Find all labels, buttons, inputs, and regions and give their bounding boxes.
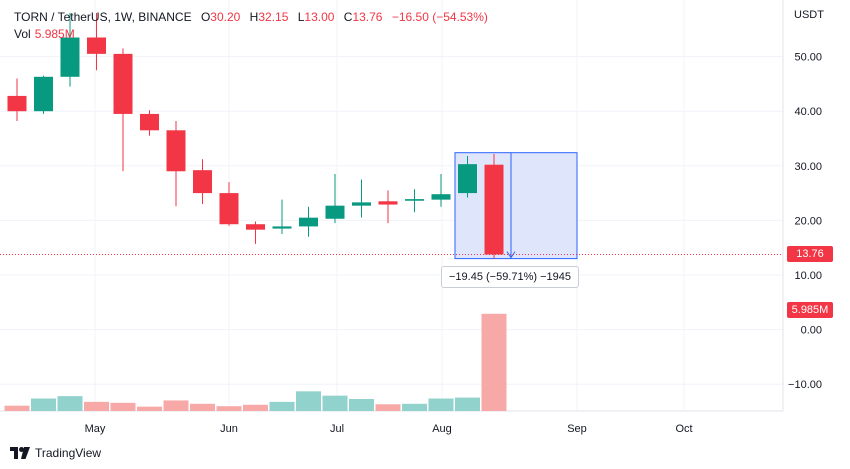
open-label: O [200,10,211,24]
volume-bar [296,391,321,411]
last-volume-badge: 5.985M [787,302,833,318]
ohlc-legend: TORN / TetherUS, 1W, BINANCE O30.20 H32.… [14,9,488,26]
measure-readout: −19.45 (−59.71%) −1945 [441,266,580,288]
open-value: 30.20 [210,10,241,24]
volume-bar [455,397,480,411]
volume-bar [322,395,348,411]
volume-bar [110,402,136,411]
volume-bar [57,396,83,411]
tradingview-logo-text: TradingView [35,446,102,460]
volume-bar [243,404,268,411]
volume-bar [31,398,56,411]
candle-body [246,224,265,230]
volume-bar [190,403,215,411]
volume-bar [4,405,30,411]
volume-value: 5.985M [34,27,75,41]
time-tick-label: May [85,423,106,435]
time-axis[interactable]: May Jun Jul Aug Sep Oct [85,423,693,435]
volume-bar [269,401,295,411]
volume-bar [349,399,374,411]
measure-arrow-head [506,251,516,259]
volume-bar [163,400,189,411]
volume-bar [375,404,401,411]
tradingview-logo-icon [10,447,30,459]
tradingview-logo[interactable]: TradingView [10,446,101,460]
candle-body [352,202,371,206]
symbol-title[interactable]: TORN / TetherUS, 1W, BINANCE [14,10,192,24]
candle-body [299,217,318,227]
candle-body [458,164,477,194]
low-value: 13.00 [304,10,335,24]
price-tick-label: 10.00 [794,270,822,282]
candle-body [113,53,133,114]
candle-body [34,76,53,112]
volume-label[interactable]: Vol [14,27,31,41]
candle-body [405,199,424,201]
price-tick-label: 20.00 [794,215,822,227]
price-axis[interactable]: −10.00 0.00 10.00 20.00 30.00 40.00 50.00 [788,52,822,392]
volume-bar [216,406,242,411]
axis-currency-label[interactable]: USDT [794,9,824,21]
volume-bar [481,313,507,411]
last-price-badge: 13.76 [787,246,833,263]
volume-legend: Vol 5.985M [14,26,488,43]
candle-body [484,164,504,255]
candle-body [272,226,292,229]
close-label: C [343,10,353,24]
candle-body [140,113,159,131]
candle-body [60,37,80,77]
candle-body [87,37,106,54]
volume-bar [84,401,109,411]
high-label: H [249,10,259,24]
candle-body [378,201,398,205]
volume-bars [4,313,507,411]
price-tick-label: 50.00 [794,52,822,64]
candle-body [7,95,27,112]
price-tick-label: 0.00 [801,325,822,337]
low-label: L [297,10,305,24]
candlestick-series [7,12,504,259]
change-value: −16.50 (−54.53%) [391,10,488,24]
price-tick-label: −10.00 [788,379,822,391]
candle-body [166,130,186,172]
price-tick-label: 40.00 [794,106,822,118]
time-tick-label: Jun [220,423,238,435]
candle-body [325,205,345,219]
high-value: 32.15 [258,10,289,24]
candle-body [219,193,239,225]
volume-bar [402,403,427,411]
candle-body [193,170,212,194]
chart-legend: TORN / TetherUS, 1W, BINANCE O30.20 H32.… [14,9,488,43]
time-tick-label: Oct [675,423,692,435]
time-tick-label: Aug [432,423,452,435]
volume-bar [137,406,162,411]
candle-body [431,194,451,200]
volume-bar [428,398,454,411]
close-value: 13.76 [352,10,383,24]
time-tick-label: Jul [330,423,344,435]
time-tick-label: Sep [567,423,587,435]
price-tick-label: 30.00 [794,161,822,173]
